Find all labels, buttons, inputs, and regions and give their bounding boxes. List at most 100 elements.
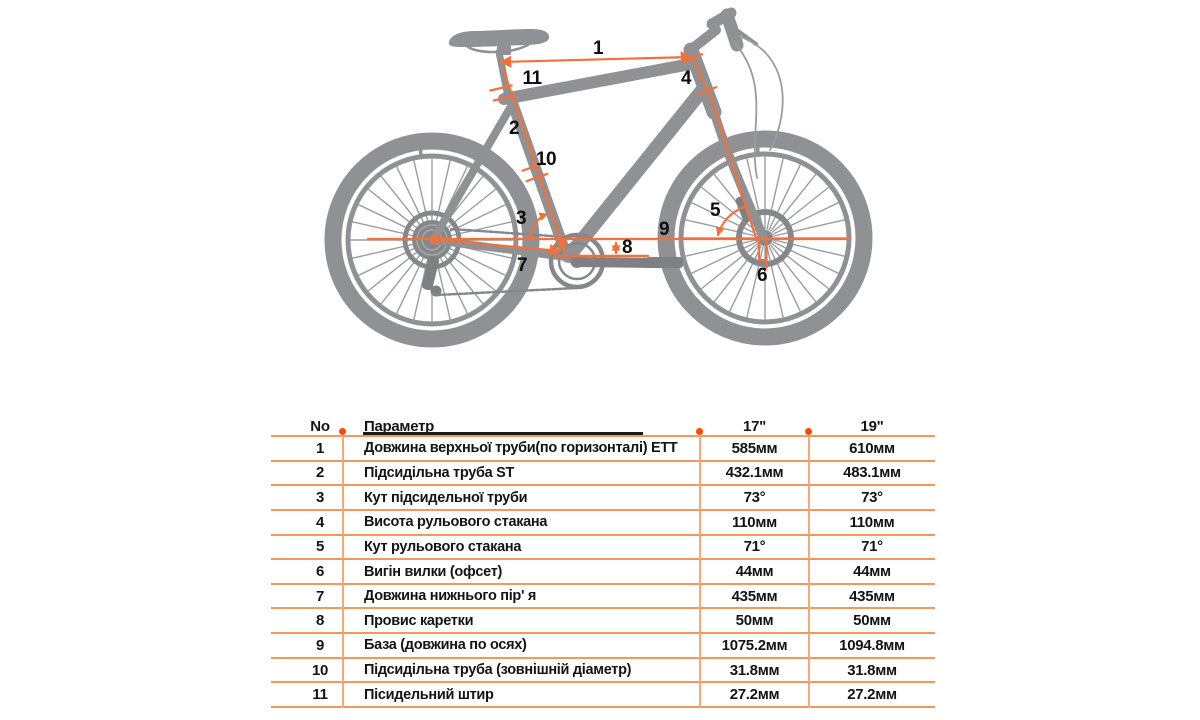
table-row: 1 Довжина верхньої труби(по горизонталі)… <box>271 437 935 462</box>
label-11: 11 <box>522 68 542 89</box>
annotation-tube-diameter-10 <box>521 162 549 183</box>
cell-17in: 432.1мм <box>725 464 784 482</box>
label-10: 10 <box>536 149 556 170</box>
label-6: 6 <box>757 265 767 286</box>
bike-geometry-diagram: 1 2 3 4 5 6 7 8 9 10 11 <box>324 7 873 348</box>
annotation-fork-offset-6 <box>707 91 768 270</box>
table-row: 10 Підсидільна труба (зовнішній діаметр)… <box>271 659 935 684</box>
annotation-ett-1 <box>499 51 693 68</box>
cell-17in: 31.8мм <box>729 661 780 679</box>
cell-17in: 50мм <box>735 612 774 630</box>
table-row: 9 База (довжина по осях) 1075.2мм 1094.8… <box>271 634 935 659</box>
divider-dot-2 <box>696 428 703 435</box>
label-3: 3 <box>516 208 526 229</box>
frame <box>429 7 784 263</box>
table-row: 5 Кут рульового стакана 71° 71° <box>271 536 935 561</box>
table-row: 3 Кут підсидельної труби 73° 73° <box>271 486 935 511</box>
cell-no: 6 <box>315 563 325 581</box>
cell-no: 10 <box>311 661 329 679</box>
cell-19in: 110мм <box>849 513 895 531</box>
geometry-spec-table: No Параметр 17" 19" 1 Довжина верхньої т… <box>271 418 935 709</box>
cell-17in: 71° <box>743 538 766 556</box>
seatstay <box>429 99 517 244</box>
rear-derailleur <box>421 256 440 291</box>
seatpost <box>495 48 512 101</box>
annotation-bb-drop-8 <box>554 241 650 258</box>
table-divider-3 <box>808 431 810 708</box>
saddle <box>448 29 550 55</box>
shift-cable <box>733 41 758 179</box>
header-no: No <box>310 418 330 435</box>
cell-17in: 1075.2мм <box>721 636 788 654</box>
cell-19in: 27.2мм <box>847 686 897 704</box>
header-17in: 17" <box>743 418 766 435</box>
annotations <box>366 51 851 270</box>
cell-param: Довжина нижнього пір' я <box>364 588 537 605</box>
label-9: 9 <box>659 219 669 240</box>
annotation-head-tube-4 <box>682 52 718 97</box>
stem <box>688 25 721 53</box>
cell-19in: 50мм <box>853 612 891 630</box>
cell-param: Кут рульового стакана <box>364 538 522 555</box>
cell-no: 1 <box>315 439 325 457</box>
table-divider-1 <box>342 431 344 708</box>
header-19in: 19" <box>860 418 884 435</box>
bike-diagram-svg: 1 2 3 4 5 6 7 8 9 10 11 <box>324 7 873 348</box>
table-row: 11 Пісидельний штир 27.2мм 27.2мм <box>271 683 935 709</box>
cell-no: 11 <box>312 686 328 704</box>
divider-dot-1 <box>339 428 346 435</box>
annotation-chainstay-7 <box>426 233 562 257</box>
bike-silhouette <box>324 7 873 348</box>
cell-19in: 435мм <box>849 587 895 605</box>
crank-arm <box>572 257 655 268</box>
cell-19in: 71° <box>861 538 883 556</box>
cell-no: 8 <box>315 612 325 630</box>
cell-19in: 73° <box>861 489 883 507</box>
cell-no: 3 <box>315 489 325 507</box>
cell-param: Кут підсидельної труби <box>364 489 528 506</box>
header-param: Параметр <box>364 418 434 435</box>
handlebar-grip <box>720 8 744 52</box>
cell-17in: 44мм <box>735 563 774 581</box>
cell-param: Провис каретки <box>364 612 474 629</box>
pedal <box>646 257 683 268</box>
crankset <box>548 232 683 290</box>
label-7: 7 <box>517 255 527 276</box>
front-valve <box>756 145 760 156</box>
table-row: 8 Провис каретки 50мм 50мм <box>271 609 935 635</box>
label-8: 8 <box>622 237 632 258</box>
cell-no: 9 <box>315 636 325 654</box>
table-header-row: No Параметр 17" 19" <box>271 418 935 437</box>
label-2: 2 <box>509 118 519 139</box>
cell-param: Висота рульового стакана <box>364 514 548 531</box>
cell-17in: 73° <box>743 489 766 507</box>
param-header-underline <box>363 432 643 435</box>
cell-17in: 435мм <box>731 587 778 605</box>
divider-dot-3 <box>805 428 812 435</box>
cell-no: 7 <box>315 587 325 605</box>
annotation-seat-tube-2 <box>501 66 567 252</box>
cell-19in: 1094.8мм <box>839 636 905 654</box>
cell-param: Вигін вилки (офсет) <box>364 563 503 580</box>
table-row: 6 Вигін вилки (офсет) 44мм 44мм <box>271 560 935 585</box>
cell-19in: 610мм <box>849 439 895 457</box>
cell-param: Підсидільна труба ST <box>364 464 515 481</box>
table-body: 1 Довжина верхньої труби(по горизонталі)… <box>271 437 935 709</box>
cell-no: 5 <box>315 538 325 556</box>
cell-param: Пісидельний штир <box>364 686 494 703</box>
cell-17in: 110мм <box>732 513 777 531</box>
cell-17in: 27.2мм <box>729 686 780 704</box>
annotation-head-angle-5 <box>715 205 746 237</box>
rear-valve <box>419 147 423 158</box>
brake-cable <box>737 35 784 151</box>
table-divider-2 <box>699 431 701 708</box>
table-row: 4 Висота рульового стакана 110мм 110мм <box>271 511 935 536</box>
cell-19in: 44мм <box>853 563 891 581</box>
label-4: 4 <box>681 68 692 89</box>
seat-clamp <box>497 45 511 55</box>
cell-param: База (довжина по осях) <box>364 637 527 654</box>
annotation-labels: 1 2 3 4 5 6 7 8 9 10 11 <box>509 38 768 286</box>
cell-no: 2 <box>315 464 325 482</box>
cell-param: Підсидільна труба (зовнішній діаметр) <box>364 662 632 679</box>
